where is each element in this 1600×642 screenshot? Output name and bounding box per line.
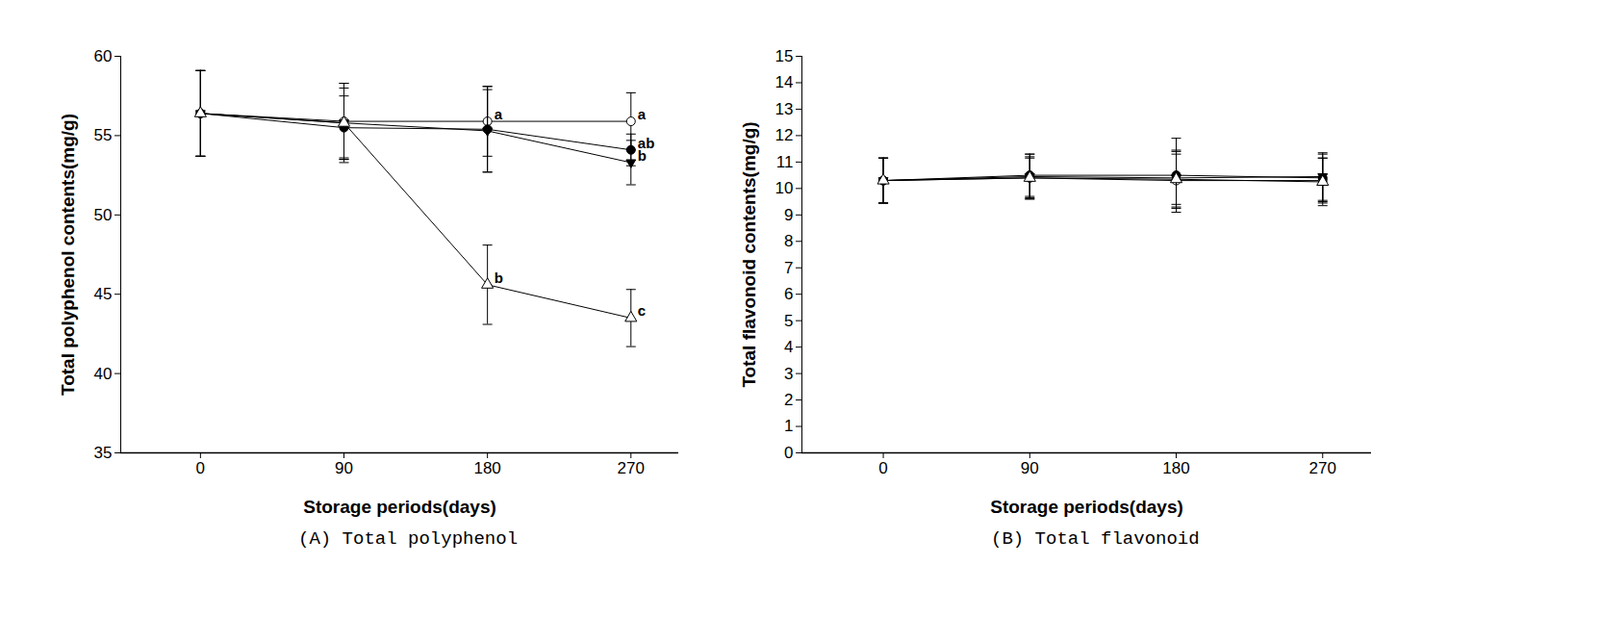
svg-text:11: 11 [776,152,794,172]
html-text:(A) Total polyphenol: (A) Total polyphenol [298,528,518,550]
html-text:(B) Total flavonoid: (B) Total flavonoid [990,528,1200,550]
svg-text:Storage periods(days): Storage periods(days) [990,496,1184,517]
svg-text:a: a [494,105,504,123]
svg-text:10: 10 [775,178,794,198]
svg-text:15: 15 [775,47,794,66]
svg-text:0: 0 [878,458,888,478]
svg-text:12: 12 [775,126,794,145]
svg-text:7: 7 [784,258,793,278]
svg-text:45: 45 [94,284,113,304]
svg-text:Total polyphenol contents(mg/g: Total polyphenol contents(mg/g) [57,113,78,396]
svg-text:9: 9 [784,205,793,225]
svg-text:2: 2 [784,390,793,409]
svg-text:180: 180 [1162,458,1190,478]
svg-text:90: 90 [334,458,354,478]
svg-text:14: 14 [775,73,794,92]
svg-text:1: 1 [784,416,793,435]
svg-text:0: 0 [196,458,205,478]
svg-text:5: 5 [784,311,793,331]
svg-text:50: 50 [94,205,113,225]
svg-text:35: 35 [94,443,113,462]
svg-text:270: 270 [1309,458,1337,478]
svg-text:180: 180 [473,458,501,478]
svg-text:55: 55 [94,126,113,145]
svg-text:3: 3 [784,364,793,383]
svg-text:270: 270 [617,458,645,478]
svg-text:40: 40 [94,364,113,383]
svg-text:6: 6 [784,284,793,304]
svg-text:90: 90 [1020,458,1040,478]
svg-text:4: 4 [784,337,793,356]
svg-text:b: b [637,147,647,164]
svg-text:0: 0 [784,443,793,462]
svg-text:b: b [494,269,504,286]
svg-text:Storage periods(days): Storage periods(days) [303,496,497,517]
svg-text:60: 60 [94,47,113,66]
svg-text:8: 8 [784,231,793,251]
svg-text:Total flavonoid contents(mg/g): Total flavonoid contents(mg/g) [738,121,760,387]
svg-text:ab: ab [637,134,655,151]
svg-text:c: c [637,302,646,319]
svg-text:a: a [637,105,647,123]
svg-text:13: 13 [775,100,794,119]
